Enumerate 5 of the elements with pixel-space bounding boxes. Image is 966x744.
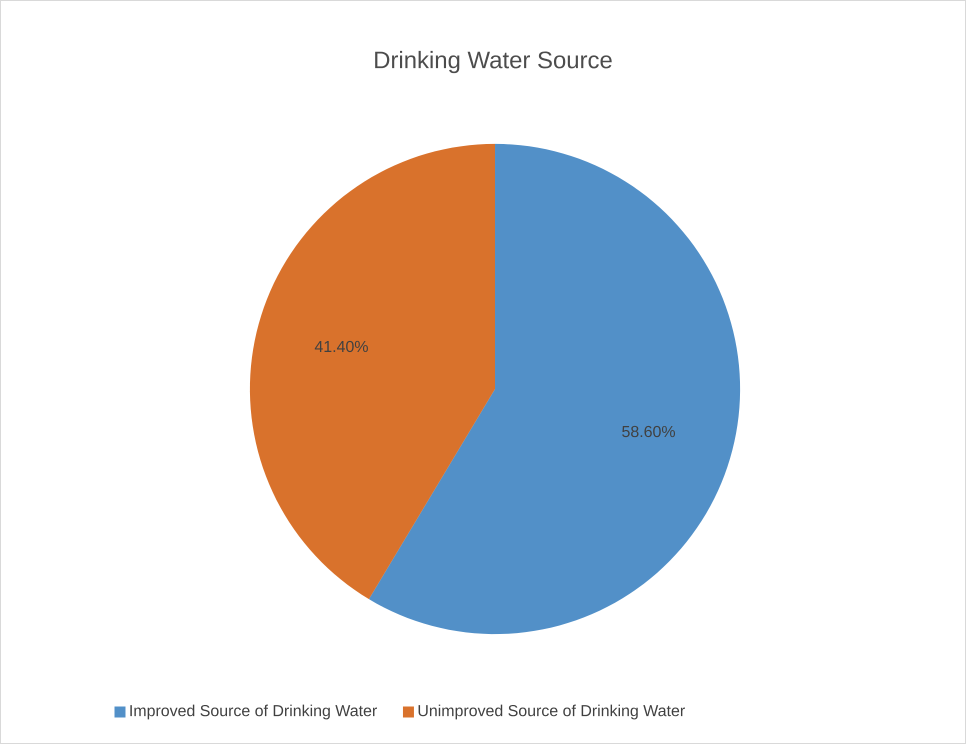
- data-label: 41.40%: [314, 340, 368, 352]
- data-label: 58.60%: [622, 426, 675, 438]
- legend-label: Unimproved Source of Drinking Water: [418, 704, 685, 720]
- chart-title: Drinking Water Source: [375, 50, 612, 74]
- legend-label: Improved Source of Drinking Water: [130, 704, 377, 720]
